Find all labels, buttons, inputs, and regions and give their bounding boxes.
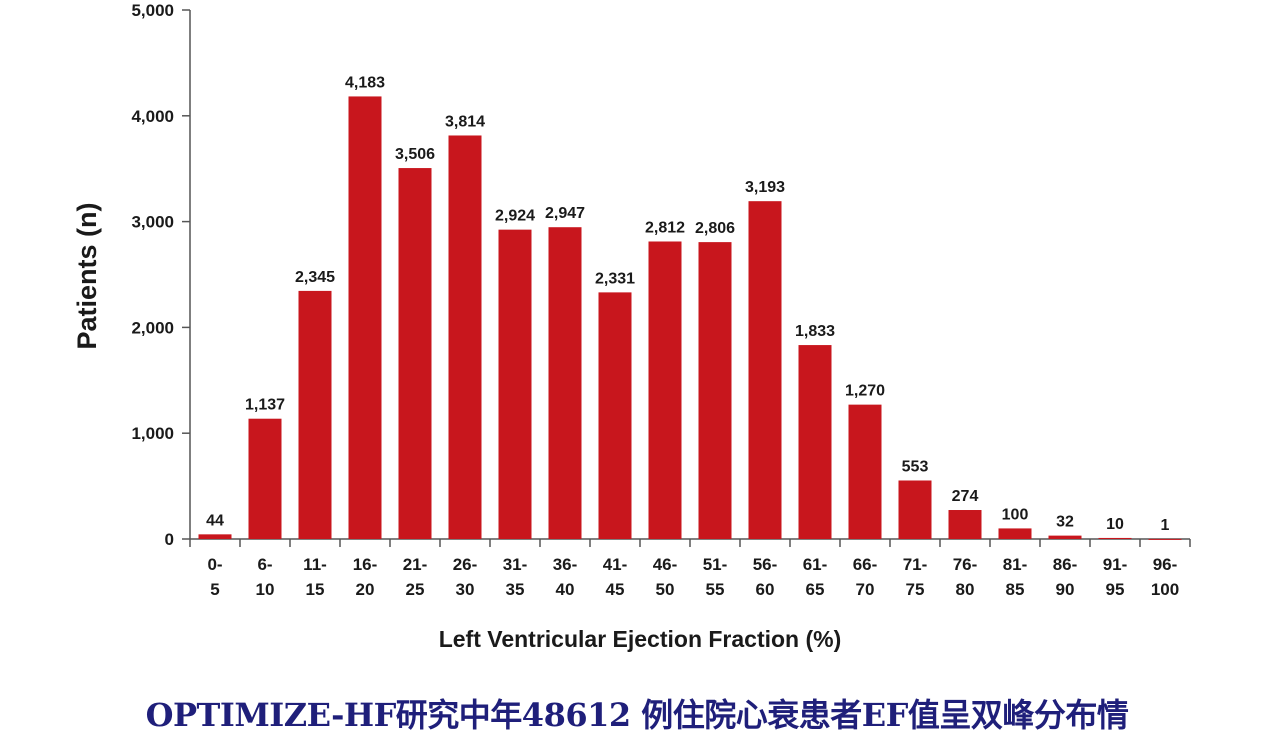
x-tick-label: 61-	[803, 555, 828, 574]
data-label: 32	[1056, 514, 1074, 531]
data-label: 2,345	[295, 269, 335, 286]
x-tick-label: 56-	[753, 555, 778, 574]
data-label: 2,947	[545, 205, 585, 222]
bar	[248, 418, 282, 539]
x-axis-title: Left Ventricular Ejection Fraction (%)	[439, 626, 842, 652]
x-tick-label: 46-	[653, 555, 678, 574]
bar	[448, 135, 482, 539]
data-labels: 44 1,137 2,345 4,183 3,506 3,814 2,924 2,947 2,3…	[206, 74, 1169, 533]
x-tick-label: 21-	[403, 555, 428, 574]
x-tick-label: 6-	[257, 555, 272, 574]
x-tick-label: 96-	[1153, 555, 1178, 574]
bar	[998, 528, 1032, 539]
bars	[198, 96, 1182, 540]
x-tick-label: 11-	[303, 555, 327, 574]
x-tick-label: 60	[756, 580, 775, 599]
x-tick-label: 25	[406, 580, 425, 599]
x-tick-label: 20	[356, 580, 375, 599]
bar	[1048, 535, 1082, 539]
bar	[948, 510, 982, 539]
x-tick-label: 15	[306, 580, 325, 599]
y-tick-label: 1,000	[131, 424, 174, 443]
bar	[198, 534, 232, 539]
x-tick-label: 36-	[553, 555, 578, 574]
x-tick-label: 41-	[603, 555, 628, 574]
data-label: 44	[206, 512, 224, 529]
bar	[548, 227, 582, 539]
y-axis-title: Patients (n)	[72, 202, 102, 349]
bar	[848, 404, 882, 539]
data-label: 3,506	[395, 146, 435, 163]
x-axis: 0-56-1011-1516-2021-2526-3031-3536-4041-…	[189, 538, 1191, 599]
data-label: 10	[1106, 516, 1124, 533]
x-tick-label: 55	[706, 580, 725, 599]
x-tick-label: 50	[656, 580, 675, 599]
data-label: 4,183	[345, 74, 385, 91]
x-tick-label: 76-	[953, 555, 978, 574]
bar	[348, 96, 382, 539]
data-label: 2,924	[495, 208, 535, 225]
bar	[1098, 537, 1132, 539]
x-tick-label: 0-	[207, 555, 222, 574]
x-tick-label: 80	[956, 580, 975, 599]
data-label: 274	[952, 488, 979, 505]
y-tick-label: 5,000	[131, 1, 174, 20]
caption: OPTIMIZE-HF研究中年48612 例住院心衰患者EF值呈双峰分布情	[145, 696, 1129, 734]
bar	[748, 201, 782, 539]
bar	[1148, 538, 1182, 540]
x-tick-label: 81-	[1003, 555, 1028, 574]
data-label: 553	[902, 458, 929, 475]
y-tick-label: 3,000	[131, 213, 174, 232]
x-tick-label: 35	[506, 580, 525, 599]
x-tick-label: 65	[806, 580, 825, 599]
x-tick-label: 85	[1006, 580, 1025, 599]
x-tick-label: 86-	[1053, 555, 1078, 574]
x-tick-label: 30	[456, 580, 475, 599]
y-axis: 0 1,000 2,000 3,000 4,000 5,000	[131, 1, 191, 549]
bar	[498, 229, 532, 539]
x-tick-label: 10	[256, 580, 275, 599]
data-label: 100	[1002, 506, 1029, 523]
data-label: 3,814	[445, 113, 485, 130]
bar	[398, 168, 432, 540]
bar	[798, 345, 832, 539]
data-label: 1,270	[845, 383, 885, 400]
x-tick-label: 91-	[1103, 555, 1128, 574]
bar	[698, 242, 732, 540]
data-label: 1	[1161, 517, 1170, 534]
bar	[648, 241, 682, 539]
data-label: 3,193	[745, 179, 785, 196]
x-tick-label: 45	[606, 580, 625, 599]
data-label: 1,833	[795, 323, 835, 340]
x-tick-label: 16-	[353, 555, 378, 574]
data-label: 1,137	[245, 397, 285, 414]
x-tick-label: 100	[1151, 580, 1179, 599]
data-label: 2,812	[645, 219, 685, 236]
x-tick-label: 66-	[853, 555, 878, 574]
x-tick-label: 70	[856, 580, 875, 599]
y-tick-label: 0	[165, 530, 174, 549]
bar	[598, 292, 632, 539]
x-tick-label: 75	[906, 580, 925, 599]
x-tick-label: 95	[1106, 580, 1125, 599]
x-tick-label: 26-	[453, 555, 478, 574]
data-label: 2,806	[695, 220, 735, 237]
x-tick-label: 31-	[503, 555, 528, 574]
x-tick-label: 90	[1056, 580, 1075, 599]
x-tick-label: 71-	[903, 555, 928, 574]
data-label: 2,331	[595, 270, 635, 287]
y-tick-label: 2,000	[131, 318, 174, 337]
x-tick-label: 5	[210, 580, 219, 599]
x-tick-label: 40	[556, 580, 575, 599]
y-tick-label: 4,000	[131, 107, 174, 126]
x-tick-label: 51-	[703, 555, 728, 574]
bar	[898, 480, 932, 539]
bar	[298, 290, 332, 539]
